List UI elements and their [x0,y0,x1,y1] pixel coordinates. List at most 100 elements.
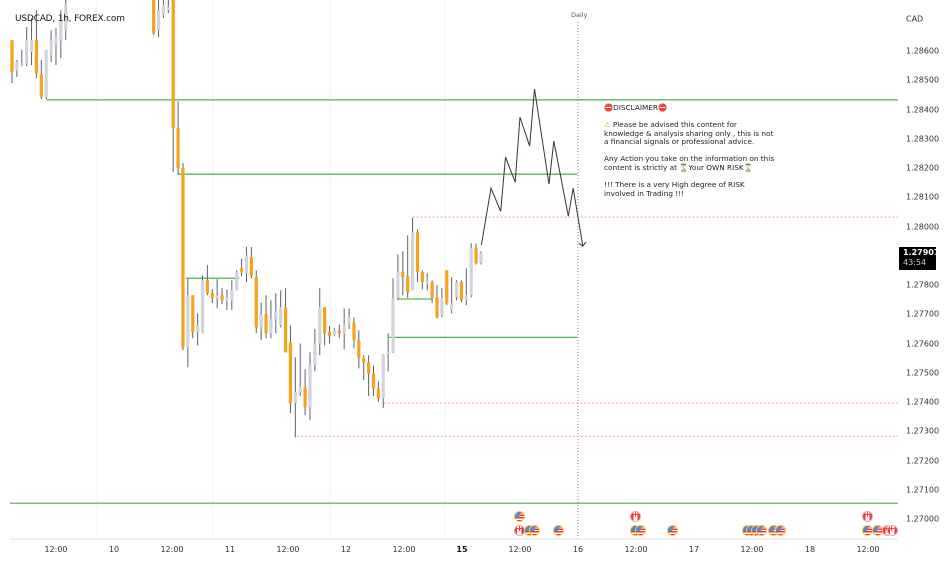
candle [34,10,39,79]
candle [15,60,19,78]
candle-body [15,62,19,71]
candle-body [254,277,258,328]
candle [254,270,258,334]
candle [454,280,459,301]
time-tick-label: 16 [572,545,584,554]
time-tick-label: 12:00 [44,545,68,554]
time-tick-label: 12:00 [508,545,532,554]
time-tick-label: 17 [688,545,700,554]
candle-body [244,255,249,274]
candle-body [474,248,478,264]
us-flag-event-icon[interactable] [528,525,540,536]
candle-body [318,307,322,344]
disclaimer-emphasis: Your OWN RISK [688,162,744,172]
candle-body [205,280,209,294]
time-tick-label: 18 [804,545,816,554]
time-tick-label: 12:00 [160,545,184,554]
candle-body [327,331,332,337]
candle [239,258,244,277]
price-tick-label: 1.28300 [906,134,940,144]
candle [225,289,229,310]
candle [459,280,464,303]
us-flag-event-icon[interactable] [775,525,787,536]
candle-body [308,365,312,408]
candle [406,235,410,299]
time-tick-label: 12:00 [392,545,416,554]
candle-body [181,168,185,348]
candle-body [430,282,434,299]
warning-icon: ⚠ [604,119,611,129]
candle-body [342,324,346,334]
candle [171,0,175,173]
candle [269,300,273,339]
candle [210,289,214,304]
candle-body [215,295,219,299]
symbol-title[interactable]: USDCAD, 1h, FOREX.com [15,14,125,24]
candle-body [288,342,293,404]
candle-body [362,358,366,363]
candle-body [176,128,180,168]
candle [474,243,478,265]
us-flag-event-icon[interactable] [666,525,678,536]
canada-flag-event-icon[interactable] [630,511,642,522]
candle-body [210,293,214,299]
candle [293,357,297,438]
us-flag-event-icon[interactable] [553,525,565,536]
candle-body [479,253,483,264]
canada-flag-event-icon[interactable] [886,525,898,536]
candle [156,0,161,38]
price-tick-label: 1.27500 [906,368,940,378]
candle [20,50,24,67]
candle [235,270,239,291]
candle [445,270,449,306]
candle-body [445,270,449,304]
candle [186,278,190,368]
time-tick-label: 12:00 [740,545,764,554]
us-flag-event-icon[interactable] [756,525,768,536]
price-tick-label: 1.27000 [906,514,940,524]
candle-body [323,307,327,334]
candle-body [239,268,244,273]
candle [327,325,332,344]
candle [396,254,400,301]
candle [39,60,43,100]
candle [298,343,302,397]
candle [25,27,29,67]
candle-body [391,298,395,353]
candle [191,295,195,339]
candle-body [64,5,68,31]
candle [59,10,63,59]
candle [469,243,473,298]
candle-body [303,387,307,408]
candle [264,295,268,339]
candle [357,330,361,369]
canada-flag-event-icon[interactable] [862,511,874,522]
disclaimer-line: a financial signals or professional advi… [604,137,755,147]
price-tick-label: 1.28100 [906,192,940,202]
candle-body [59,19,63,41]
price-tick-label: 1.27700 [906,309,940,319]
candle [332,328,337,337]
candle [313,328,317,372]
us-flag-event-icon[interactable] [635,525,647,536]
candle [274,293,278,334]
candle [249,246,253,279]
us-flag-event-icon[interactable] [514,511,526,522]
candle-body [196,325,200,333]
candle [181,163,185,351]
candle [176,101,180,176]
candle-body [49,40,53,56]
candle [279,290,283,328]
price-tick-label: 1.28500 [906,75,940,85]
time-tick-label: 12:00 [624,545,648,554]
disclaimer-note[interactable]: ⛔DISCLAIMER⛔ ⚠ Please be advised this co… [604,103,804,206]
projection-zigzag [480,88,584,247]
candle [381,354,385,408]
hourglass-icon: ⌛ [743,162,753,172]
bar-countdown: 43:54 [903,258,927,267]
price-tick-label: 1.27200 [906,456,940,465]
candle-body [166,7,170,11]
price-tick-label: 1.27400 [906,397,940,407]
candle-body [249,257,253,276]
price-chart[interactable] [0,0,898,570]
